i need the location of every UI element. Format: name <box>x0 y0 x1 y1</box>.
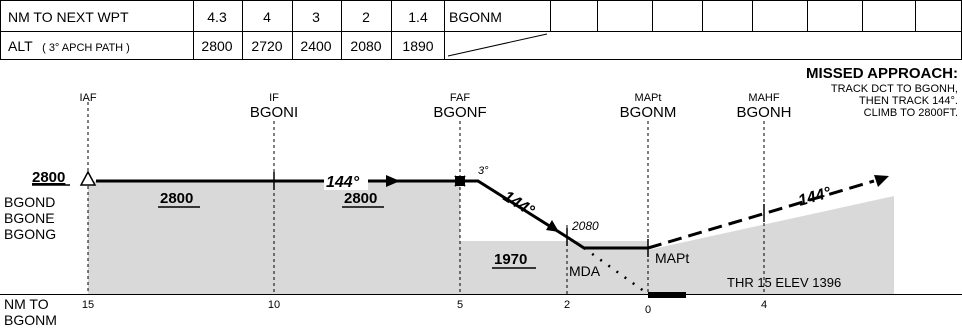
mapt-path-label: MAPt <box>655 250 689 266</box>
row2-label: ALT ( 3° APCH PATH ) <box>8 38 130 55</box>
missed-approach-line: THEN TRACK 144°. <box>859 95 958 107</box>
row1-value: 4.3 <box>207 9 227 25</box>
iaf-label: IAF <box>79 92 96 104</box>
arrowhead <box>386 175 400 187</box>
mapt-name: BGONM <box>620 104 677 121</box>
axis-tick-label: 10 <box>268 299 280 311</box>
axis-label: NM TO <box>4 296 49 312</box>
stepdown-altitude: 2080 <box>571 219 599 233</box>
axis-tick-label: 0 <box>645 304 651 316</box>
segment-altitude: 2800 <box>160 190 193 207</box>
inbound-course: 144° <box>326 174 360 191</box>
row1-label: NM TO NEXT WPT <box>8 9 129 25</box>
iaf-waypoint-name: BGONE <box>4 210 55 226</box>
missed-approach-line: TRACK DCT TO BGONH, <box>831 83 958 95</box>
missed-course: 144° <box>796 184 833 210</box>
segment-altitude: 2800 <box>344 190 377 207</box>
if-name: BGONI <box>250 104 298 121</box>
missed-approach-note: MISSED APPROACH: TRACK DCT TO BGONH, THE… <box>806 65 958 119</box>
row2-value: 1890 <box>402 38 433 54</box>
arrowhead <box>874 175 889 187</box>
table-diagonal <box>447 33 548 57</box>
row1-value: 3 <box>312 9 320 25</box>
iaf-waypoint-name: BGOND <box>4 194 55 210</box>
row2-value: 2800 <box>201 38 232 54</box>
row2-value: 2720 <box>251 38 282 54</box>
faf-label: FAF <box>450 92 470 104</box>
glide-angle: 3° <box>478 165 489 177</box>
axis-label: BGONM <box>4 312 57 328</box>
mapt-label: MAPt <box>635 92 662 104</box>
runway-bar <box>648 292 686 298</box>
row1-value: 4 <box>263 9 271 25</box>
iaf-waypoint-name: BGONG <box>4 226 56 242</box>
axis-tick-label: 5 <box>457 299 463 311</box>
faf-maltese-cross-icon <box>454 175 466 187</box>
row1-value: BGONM <box>449 9 502 25</box>
iaf-triangle-icon <box>79 170 97 186</box>
path-fix-ticks <box>273 172 765 257</box>
mda-label: MDA <box>569 263 601 279</box>
altitude-distance-table <box>0 0 962 60</box>
mahf-name: BGONH <box>736 104 791 121</box>
axis-tick-label: 15 <box>82 299 94 311</box>
mda-altitude: 1970 <box>494 251 527 268</box>
axis-tick-label: 4 <box>761 299 767 311</box>
row1-value: 1.4 <box>408 9 428 25</box>
if-label: IF <box>269 92 279 104</box>
iaf-altitude: 2800 <box>32 169 65 186</box>
faf-name: BGONF <box>433 104 486 121</box>
row1-value: 2 <box>362 9 370 25</box>
arrowhead <box>546 220 559 232</box>
table-text: NM TO NEXT WPT 4.3 4 3 2 1.4 BGONM ALT (… <box>8 9 502 55</box>
terrain-area <box>88 181 894 294</box>
axis-tick-label: 2 <box>564 299 570 311</box>
course-label-bg <box>324 170 368 190</box>
fix-labels: IAF IF BGONI FAF BGONF MAPt BGONM MAHF B… <box>79 92 791 121</box>
threshold-label: THR 15 ELEV 1396 <box>727 275 841 290</box>
row2-value: 2400 <box>300 38 331 54</box>
mahf-label: MAHF <box>748 92 779 104</box>
terrain-area <box>460 241 648 294</box>
distance-axis-labels: NM TO BGONM 15 10 5 2 0 4 <box>4 296 767 328</box>
missed-approach-line: CLIMB TO 2800FT. <box>864 107 958 119</box>
missed-approach-title: MISSED APPROACH: <box>806 65 958 82</box>
row2-value: 2080 <box>350 38 381 54</box>
